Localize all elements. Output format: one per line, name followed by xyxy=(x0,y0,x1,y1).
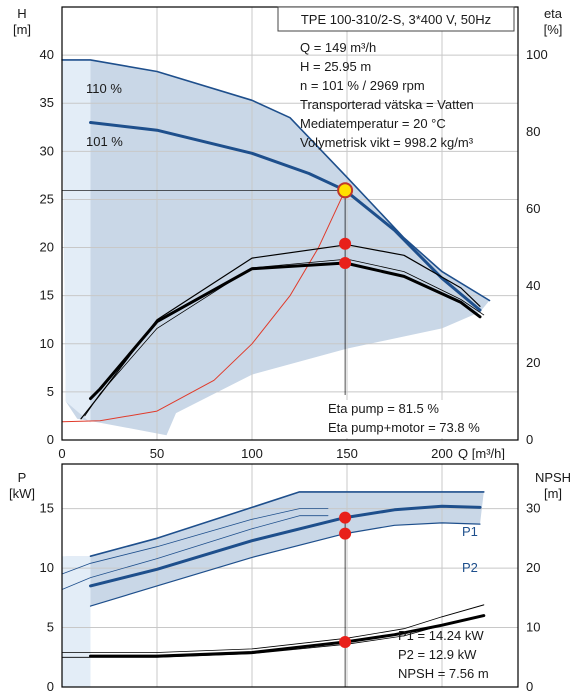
power-series-line-0 xyxy=(89,491,485,557)
head-y-tick-label: 0 xyxy=(47,432,54,447)
power-y-tick-label: 15 xyxy=(40,501,54,516)
head-y2-tick-label: 20 xyxy=(526,355,540,370)
head-x-tick-label: 100 xyxy=(241,446,263,460)
head-chart-title: TPE 100-310/2-S, 3*400 V, 50Hz xyxy=(301,12,491,27)
head-y2-tick-label: 40 xyxy=(526,278,540,293)
head-y-label-1: H xyxy=(17,6,26,21)
head-x-tick-label: 50 xyxy=(150,446,164,460)
speed-101-label: 101 % xyxy=(86,134,123,149)
head-info-line: n = 101 % / 2969 rpm xyxy=(300,78,425,93)
head-series-line-0 xyxy=(61,59,491,302)
power-series-line-3 xyxy=(61,508,329,575)
eta-info-line: Eta pump = 81.5 % xyxy=(328,401,439,416)
head-y-tick-label: 35 xyxy=(40,95,54,110)
head-envelope-min-flow-zone xyxy=(62,59,91,423)
head-y-tick-label: 10 xyxy=(40,336,54,351)
power-series-line-8 xyxy=(441,604,485,618)
head-x-tick-label: 0 xyxy=(58,446,65,460)
head-x-tick-label: 200 xyxy=(431,446,453,460)
head-info-line: Mediatemperatur = 20 °C xyxy=(300,116,446,131)
power-y2-tick-label: 30 xyxy=(526,501,540,516)
speed-110-label: 110 % xyxy=(86,81,122,96)
head-info-line: H = 25.95 m xyxy=(300,59,371,74)
head-y-tick-label: 30 xyxy=(40,143,54,158)
head-y2-tick-label: 0 xyxy=(526,432,533,447)
power-y-tick-label: 5 xyxy=(47,620,54,635)
head-y-label-2: [m] xyxy=(13,22,31,37)
head-chart: H [m] eta [%] Q [m³/h] 0 5 10 15 20 25 30 35 40 0… xyxy=(13,6,563,460)
head-y-tick-label: 25 xyxy=(40,191,54,206)
head-y2-tick-label: 80 xyxy=(526,124,540,139)
power-y-tick-label: 10 xyxy=(40,560,54,575)
power-info-line: NPSH = 7.56 m xyxy=(398,666,489,681)
head-info-line: Volymetrisk vikt = 998.2 kg/m³ xyxy=(300,135,474,150)
power-y2-tick-label: 10 xyxy=(526,620,540,635)
head-title-box xyxy=(277,6,515,32)
head-duty-marker xyxy=(339,256,352,269)
power-y-tick-label: 0 xyxy=(47,679,54,694)
p1-curve-label: P1 xyxy=(462,524,478,539)
eta-info-line: Eta pump+motor = 73.8 % xyxy=(328,420,480,435)
head-series-line-5 xyxy=(89,261,482,401)
flow-x-label: Q [m³/h] xyxy=(458,446,505,460)
power-chart: P [kW] NPSH [m] 0 5 10 15 0 10 20 30 P1 P2 P1 = 14… xyxy=(9,463,571,694)
power-info-line: P2 = 12.9 kW xyxy=(398,647,477,662)
eta-y-label-2: [%] xyxy=(544,22,563,37)
head-info-line: Q = 149 m³/h xyxy=(300,40,376,55)
power-series-line-5 xyxy=(61,616,443,653)
eta-y-label-1: eta xyxy=(544,6,563,21)
eta-text-backdrop xyxy=(324,400,512,438)
head-series-line-2 xyxy=(61,189,346,423)
head-duty-marker xyxy=(339,237,352,250)
head-x-tick-label: 150 xyxy=(336,446,358,460)
head-y2-tick-label: 60 xyxy=(526,201,540,216)
power-y-label-1: P xyxy=(18,470,27,485)
power-duty-marker xyxy=(339,527,352,540)
head-info-line: Transporterad vätska = Vatten xyxy=(300,97,474,112)
power-y2-tick-label: 0 xyxy=(526,679,533,694)
head-y-tick-label: 40 xyxy=(40,47,54,62)
p2-curve-label: P2 xyxy=(462,560,478,575)
power-envelope-min-flow-zone xyxy=(62,556,91,687)
head-y-tick-label: 15 xyxy=(40,288,54,303)
power-operating-envelope xyxy=(62,491,484,687)
power-series-line-4 xyxy=(61,515,329,590)
power-duty-marker xyxy=(339,511,352,524)
power-duty-marker xyxy=(339,636,352,649)
head-series-line-3 xyxy=(80,244,481,420)
power-y-label-2: [kW] xyxy=(9,486,35,501)
power-info-line: P1 = 14.24 kW xyxy=(398,628,484,643)
head-series-line-4 xyxy=(84,258,485,417)
head-duty-marker xyxy=(337,182,354,199)
npsh-y-label-2: [m] xyxy=(544,486,562,501)
power-y2-tick-label: 20 xyxy=(526,560,540,575)
npsh-y-label-1: NPSH xyxy=(535,470,571,485)
head-y-tick-label: 5 xyxy=(47,384,54,399)
head-y2-tick-label: 100 xyxy=(526,47,548,62)
power-plot-frame xyxy=(61,463,519,688)
head-series-line-1 xyxy=(89,121,482,312)
head-y-tick-label: 20 xyxy=(40,240,54,255)
